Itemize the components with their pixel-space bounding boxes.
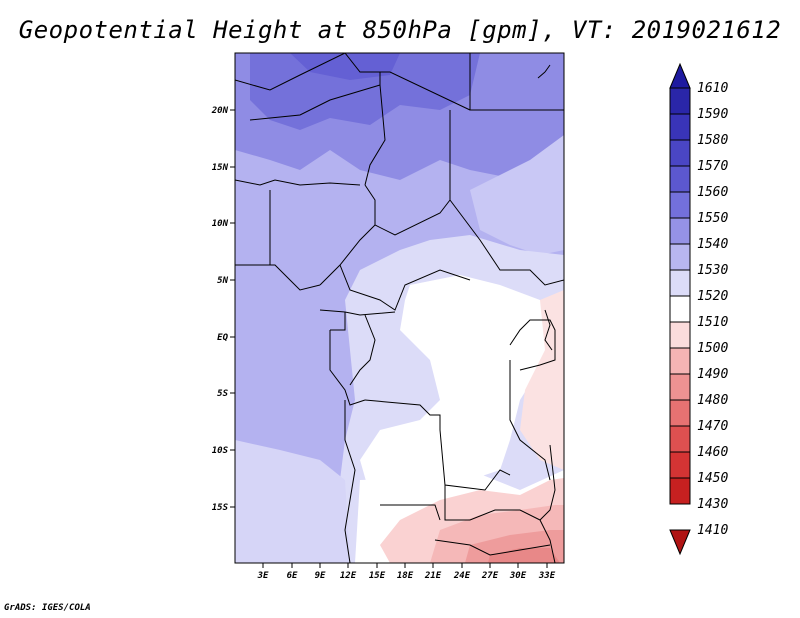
colorbar-label: 1610 — [697, 81, 728, 96]
colorbar-swatch — [669, 347, 691, 375]
colorbar-swatch — [669, 243, 691, 271]
colorbar-label: 1540 — [697, 237, 728, 252]
lon-label: 18E — [397, 571, 414, 581]
lon-label: 30E — [509, 571, 527, 581]
lat-label: 15S — [212, 503, 229, 513]
colorbar-label: 1500 — [697, 341, 728, 356]
lat-label: 10N — [212, 219, 229, 229]
lat-label: 20N — [211, 106, 229, 116]
colorbar-label: 1490 — [697, 367, 728, 382]
lat-label: 5S — [217, 389, 228, 399]
colorbar-label: 1460 — [697, 445, 728, 460]
lon-label: 33E — [538, 571, 556, 581]
colorbar-swatch — [669, 87, 691, 115]
colorbar-label: 1550 — [697, 211, 728, 226]
colorbar-swatch — [669, 191, 691, 219]
colorbar-swatch — [669, 373, 691, 401]
colorbar-swatch — [669, 295, 691, 323]
colorbar-label: 1560 — [697, 185, 728, 200]
colorbar-label: 1590 — [697, 107, 728, 122]
colorbar-bottom-arrow — [669, 529, 691, 556]
map-title: Geopotential Height at 850hPa [gpm], VT:… — [18, 16, 782, 44]
colorbar-label: 1510 — [697, 315, 728, 330]
colorbar-swatches — [669, 87, 691, 505]
colorbar-swatch — [669, 269, 691, 297]
lon-label: 3E — [257, 571, 269, 581]
lat-label: EQ — [217, 333, 228, 343]
height-field — [235, 53, 564, 563]
colorbar-label: 1450 — [697, 471, 728, 486]
colorbar-label: 1520 — [697, 289, 728, 304]
colorbar-swatch — [669, 321, 691, 349]
colorbar-label: 1530 — [697, 263, 728, 278]
lon-label: 6E — [287, 571, 298, 581]
colorbar: 1610 1590 1580 1570 1560 1550 1540 1530 … — [669, 62, 728, 556]
colorbar-swatch — [669, 451, 691, 479]
colorbar-top-arrow — [669, 62, 691, 89]
colorbar-swatch — [669, 477, 691, 505]
colorbar-label: 1580 — [697, 133, 728, 148]
lon-label: 9E — [315, 571, 326, 581]
colorbar-label: 1480 — [697, 393, 728, 408]
longitude-axis: 3E 6E 9E 12E 15E 18E 21E 24E 27E 30E 33E — [257, 563, 556, 581]
lon-label: 15E — [369, 571, 386, 581]
map-frame — [234, 52, 565, 564]
lon-label: 12E — [340, 571, 357, 581]
lon-label: 27E — [481, 571, 499, 581]
country-borders — [235, 53, 564, 563]
lon-label: 24E — [453, 571, 471, 581]
colorbar-swatch — [669, 425, 691, 453]
colorbar-labels: 1610 1590 1580 1570 1560 1550 1540 1530 … — [697, 81, 728, 538]
colorbar-swatch — [669, 165, 691, 193]
colorbar-swatch — [669, 113, 691, 141]
colorbar-swatch — [669, 217, 691, 245]
colorbar-label: 1470 — [697, 419, 728, 434]
colorbar-label: 1570 — [697, 159, 728, 174]
lat-label: 15N — [212, 163, 229, 173]
colorbar-swatch — [669, 139, 691, 167]
lat-label: 10S — [212, 446, 229, 456]
lat-label: 5N — [217, 276, 228, 286]
footer-credit: GrADS: IGES/COLA — [4, 603, 91, 613]
colorbar-label: 1430 — [697, 497, 728, 512]
colorbar-swatch — [669, 399, 691, 427]
lon-label: 21E — [424, 571, 442, 581]
colorbar-label: 1410 — [697, 523, 728, 538]
latitude-axis: 20N 15N 10N 5N EQ 5S 10S 15S — [211, 106, 235, 513]
